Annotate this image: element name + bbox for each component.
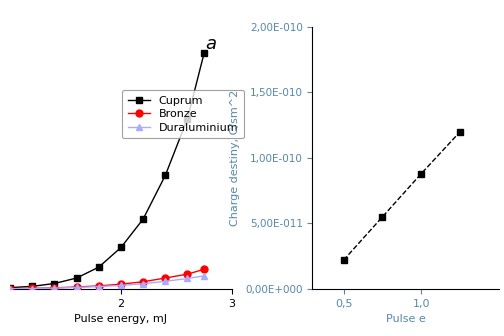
Bronze — [29, 286, 35, 290]
Cuprum — [74, 276, 80, 280]
Cuprum — [96, 265, 102, 269]
X-axis label: Pulse e: Pulse e — [386, 314, 425, 324]
Bronze — [201, 267, 207, 271]
Duraluminium — [74, 285, 80, 289]
Cuprum — [51, 282, 57, 286]
Cuprum — [7, 286, 13, 290]
Cuprum — [118, 245, 124, 249]
Bronze — [118, 282, 124, 286]
Bronze — [96, 284, 102, 288]
Cuprum — [162, 173, 168, 177]
Duraluminium — [51, 286, 57, 290]
Duraluminium — [7, 287, 13, 291]
Bronze — [184, 272, 191, 276]
Text: $a$: $a$ — [205, 35, 217, 53]
Duraluminium — [184, 277, 191, 281]
Bronze — [51, 286, 57, 290]
Duraluminium — [118, 284, 124, 288]
Bronze — [74, 285, 80, 289]
Cuprum — [140, 217, 146, 221]
Duraluminium — [162, 279, 168, 283]
Bronze — [7, 287, 13, 291]
Line: Duraluminium: Duraluminium — [7, 272, 208, 292]
Cuprum — [29, 284, 35, 288]
Line: Bronze: Bronze — [7, 266, 208, 292]
Legend: Cuprum, Bronze, Duraluminium: Cuprum, Bronze, Duraluminium — [122, 90, 244, 138]
X-axis label: Pulse energy, mJ: Pulse energy, mJ — [75, 314, 167, 324]
Duraluminium — [140, 282, 146, 286]
Duraluminium — [201, 274, 207, 278]
Cuprum — [201, 51, 207, 55]
Bronze — [140, 280, 146, 284]
Cuprum — [184, 117, 191, 121]
Bronze — [162, 276, 168, 280]
Duraluminium — [96, 285, 102, 289]
Line: Cuprum: Cuprum — [7, 50, 207, 290]
Y-axis label: Charge destiny, C/sm^2: Charge destiny, C/sm^2 — [230, 90, 240, 226]
Duraluminium — [29, 287, 35, 291]
